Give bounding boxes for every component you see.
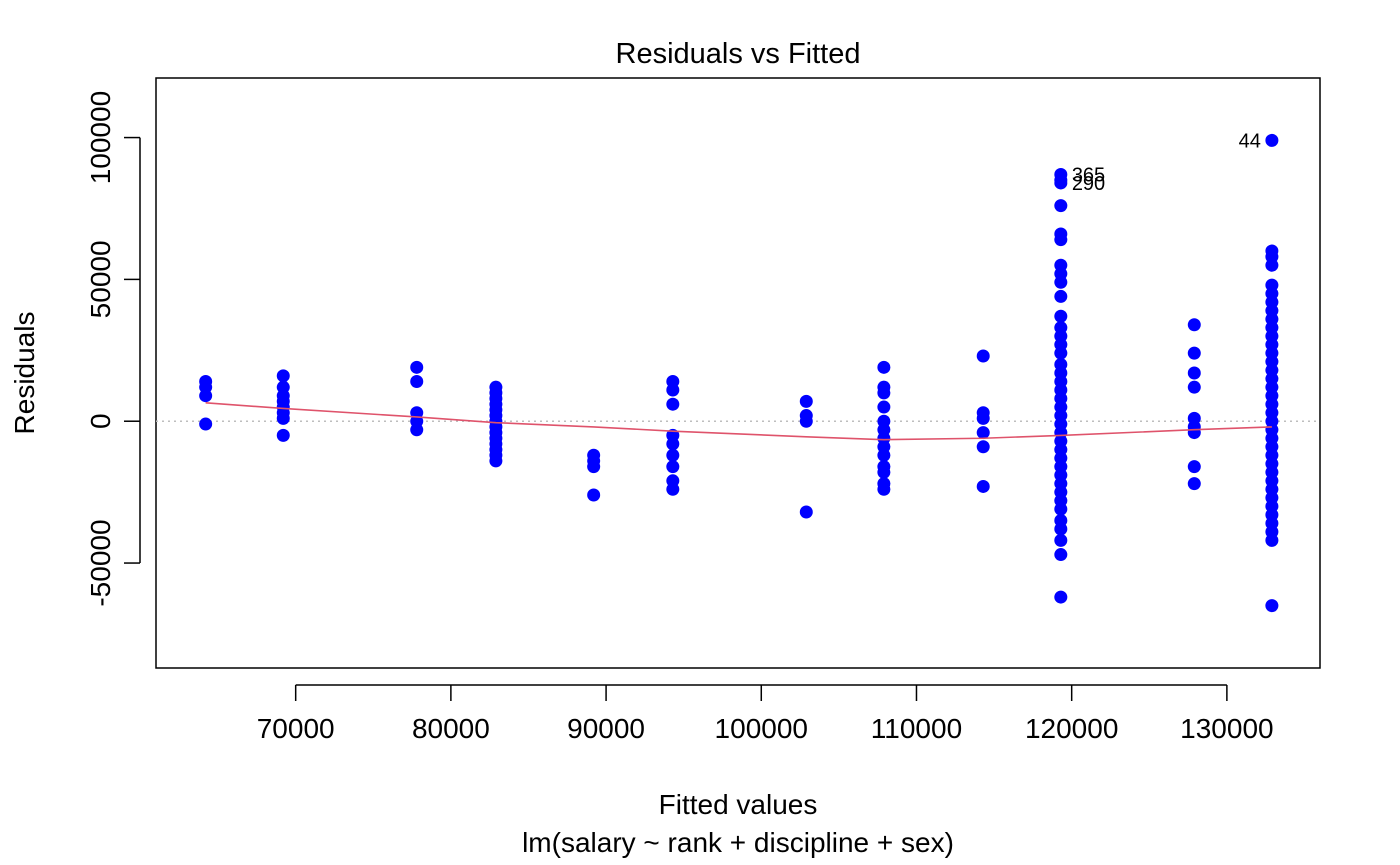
data-point [410,360,424,374]
residual-points [199,133,1279,613]
data-point [410,375,424,389]
data-point [1054,590,1068,604]
data-point [1265,133,1279,147]
y-tick-label: 0 [85,413,116,429]
outlier-label: 365 [1072,164,1105,186]
data-point [1054,176,1068,190]
data-point [976,349,990,363]
data-point [276,428,290,442]
data-point [1265,258,1279,272]
data-point [666,383,680,397]
data-point [877,482,891,496]
y-axis: -50000 0 50000 100000 [85,91,141,607]
data-point [799,414,813,428]
data-point [1187,366,1201,380]
data-point [1265,533,1279,547]
x-tick-label: 90000 [567,713,645,744]
data-point [799,505,813,519]
data-point [199,389,213,403]
data-point [1187,460,1201,474]
lowess-smooth-line [205,401,1272,441]
data-point [666,448,680,462]
data-point [1054,275,1068,289]
x-tick-label: 70000 [257,713,335,744]
x-tick-label: 110000 [871,713,962,744]
data-point [1187,346,1201,360]
y-tick-label: 50000 [85,240,116,318]
data-point [276,369,290,383]
plot-border [155,77,1321,669]
data-point [976,479,990,493]
data-point [410,423,424,437]
y-tick-label: -50000 [85,519,116,606]
x-axis-label: Fitted values [659,789,818,820]
data-point [877,448,891,462]
data-point [976,426,990,440]
data-point [877,400,891,414]
data-point [1187,318,1201,332]
data-point [1265,599,1279,613]
x-tick-label: 100000 [715,713,808,744]
data-point [877,386,891,400]
chart-title: Residuals vs Fitted [616,38,861,70]
data-point [877,360,891,374]
data-point [276,411,290,425]
y-axis-label: Residuals [9,312,40,435]
data-point [1187,477,1201,491]
data-point [1054,346,1068,360]
x-tick-label: 120000 [1025,713,1118,744]
data-point [1054,233,1068,247]
data-point [489,454,503,468]
data-point [1054,533,1068,547]
data-point [976,440,990,454]
x-tick-label: 80000 [412,713,490,744]
data-point [666,437,680,451]
data-point [199,417,213,431]
data-point [799,394,813,408]
data-point [666,460,680,474]
data-point [1054,309,1068,323]
y-tick-label: 100000 [85,91,116,184]
data-point [877,465,891,479]
outlier-label: 44 [1239,130,1261,152]
x-tick-label: 130000 [1180,713,1273,744]
data-point [1054,502,1068,516]
data-point [1187,380,1201,394]
outlier-label: 290 [1072,173,1105,195]
data-point [1054,522,1068,536]
data-point [1054,289,1068,303]
data-point [587,488,601,502]
chart-subtitle: lm(salary ~ rank + discipline + sex) [522,827,954,858]
data-point [587,460,601,474]
data-point [1054,548,1068,562]
data-point [1054,199,1068,213]
data-point [976,411,990,425]
data-point [1187,426,1201,440]
data-point [666,397,680,411]
data-point [666,482,680,496]
x-axis: 70000 80000 90000 100000 110000 120000 130000 [257,684,1274,744]
